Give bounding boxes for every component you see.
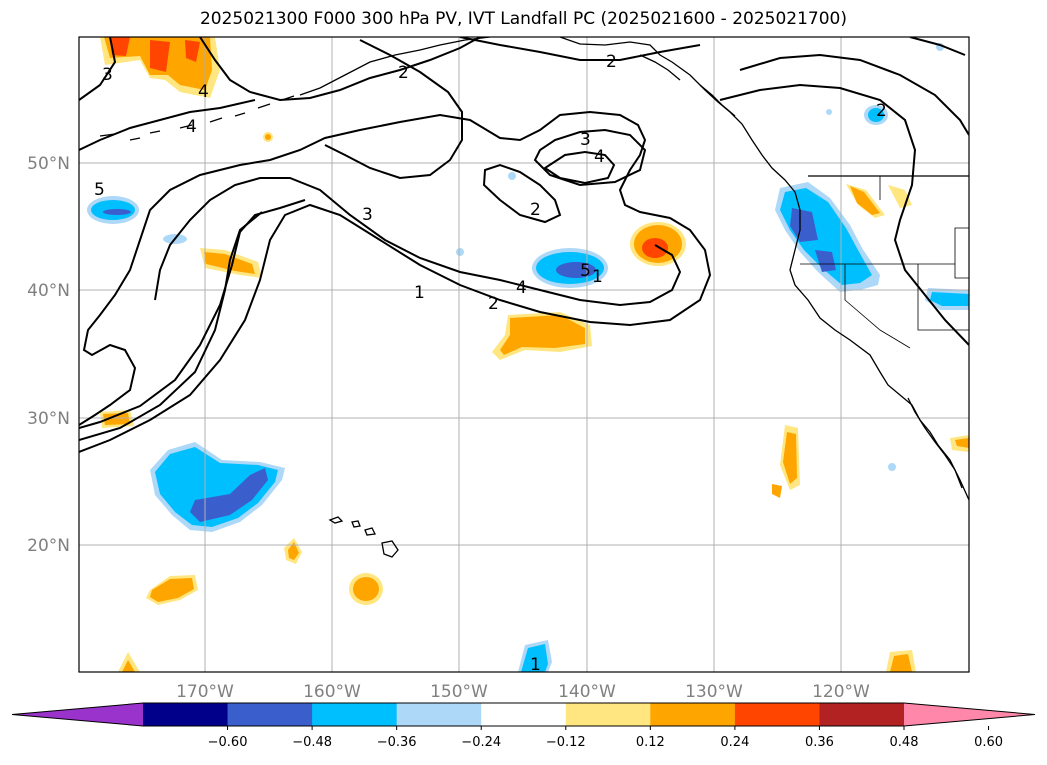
colorbar-tick-label: 0.60: [974, 735, 1003, 750]
colorbar-tick-label: −0.36: [377, 735, 417, 750]
colorbar-segment: [227, 703, 313, 726]
contour-label: 2: [606, 52, 617, 72]
colorbar-segment: [143, 703, 229, 726]
lon-label: 130°W: [685, 682, 743, 702]
ivt-shading: [87, 37, 969, 672]
colorbar-segment: [396, 703, 482, 726]
contour-label: 5: [580, 261, 591, 281]
map-area: [79, 37, 969, 672]
coastlines: [99, 37, 969, 558]
contour-label: 1: [530, 655, 541, 675]
contour-label: 4: [594, 147, 605, 167]
contour-label: 5: [94, 180, 105, 200]
lon-label: 150°W: [430, 682, 488, 702]
colorbar-segment: [312, 703, 398, 726]
lon-label: 120°W: [812, 682, 870, 702]
contour-label: 1: [592, 267, 603, 287]
contour-label: 3: [102, 65, 113, 85]
pv-contours: [79, 37, 969, 453]
contour-label: 2: [530, 200, 541, 220]
colorbar-tick-label: 0.36: [805, 735, 834, 750]
latitude-labels: 50°N 40°N 30°N 20°N: [27, 154, 70, 556]
lon-label: 160°W: [303, 682, 361, 702]
colorbar: [11, 702, 1036, 727]
lat-label: 50°N: [27, 154, 70, 174]
contour-label: 2: [488, 294, 499, 314]
contour-label: 4: [198, 82, 209, 102]
colorbar-segment: [565, 703, 651, 726]
plot-title: 2025021300 F000 300 hPa PV, IVT Landfall…: [199, 9, 847, 29]
longitude-labels: 170°W 160°W 150°W 140°W 130°W 120°W: [176, 682, 870, 702]
colorbar-tick-label: −0.12: [546, 735, 586, 750]
colorbar-segment: [734, 703, 820, 726]
colorbar-tick-label: 0.12: [636, 735, 665, 750]
contour-label: 2: [876, 101, 887, 121]
colorbar-labels: −0.60 −0.48 −0.36 −0.24 −0.12 0.12 0.24 0.36 0.4…: [208, 726, 1003, 750]
colorbar-segment: [819, 703, 905, 726]
lat-label: 20°N: [27, 536, 70, 556]
colorbar-tick-label: 0.24: [720, 735, 749, 750]
colorbar-tick-label: −0.48: [292, 735, 332, 750]
contour-label: 4: [186, 117, 197, 137]
contour-label: 4: [516, 278, 527, 298]
colorbar-tick-label: 0.48: [890, 735, 919, 750]
contour-label: 3: [362, 205, 373, 225]
contour-label: 2: [398, 63, 409, 83]
colorbar-extend-high: [904, 703, 1035, 726]
contour-label: 1: [414, 283, 425, 303]
contour-label: 3: [580, 130, 591, 150]
lat-label: 30°N: [27, 409, 70, 429]
lon-label: 170°W: [176, 682, 234, 702]
lat-label: 40°N: [27, 281, 70, 301]
colorbar-segment: [650, 703, 736, 726]
lon-label: 140°W: [558, 682, 616, 702]
map-border: [78, 36, 970, 673]
colorbar-outline: [11, 702, 1036, 727]
colorbar-tick-label: −0.60: [208, 735, 248, 750]
colorbar-extend-low: [12, 703, 143, 726]
contour-labels: 2 3 4 4 3 2 3 4 2 4 2 1 5 5 1 2 1: [94, 52, 887, 675]
colorbar-segment: [481, 703, 567, 726]
colorbar-tick-label: −0.24: [461, 735, 501, 750]
graticule: [79, 37, 969, 672]
